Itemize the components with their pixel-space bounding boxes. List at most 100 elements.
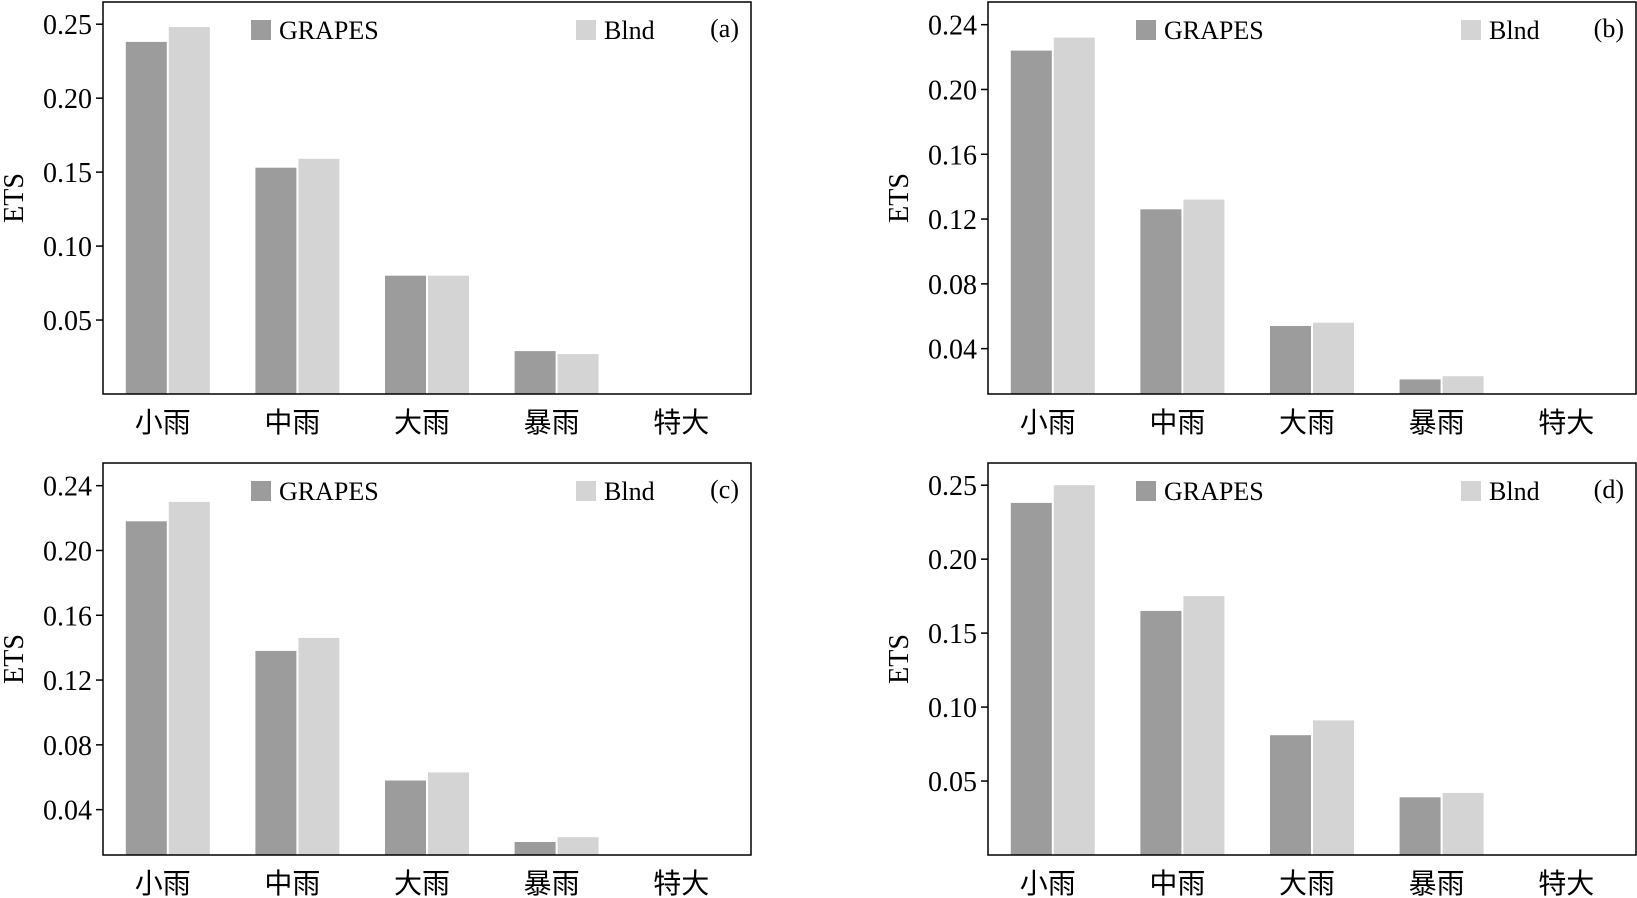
legend-label-grapes: GRAPES — [279, 477, 379, 506]
panel-tag: (c) — [710, 475, 739, 504]
x-category-label: 暴雨 — [1409, 869, 1465, 898]
legend-label-blnd: Blnd — [1489, 477, 1540, 506]
legend-swatch-grapes — [251, 20, 271, 40]
plot-frame — [987, 1, 1637, 395]
legend-swatch-grapes — [1136, 481, 1156, 501]
plot-frame — [987, 462, 1637, 856]
panel-tag: (a) — [710, 14, 739, 43]
legend-label-grapes: GRAPES — [279, 16, 379, 45]
legend-swatch-blnd — [576, 20, 596, 40]
y-tick-label: 0.20 — [928, 545, 977, 576]
x-category-label: 大雨 — [1279, 407, 1335, 439]
y-tick-label: 0.04 — [928, 335, 977, 366]
bar-blnd-3 — [1313, 322, 1354, 394]
bar-blnd-1 — [168, 501, 210, 855]
y-tick-label: 0.25 — [928, 471, 977, 502]
y-tick-label: 0.20 — [43, 536, 92, 567]
bar-blnd-4 — [1442, 376, 1484, 394]
bar-grapes-2 — [255, 650, 297, 855]
bar-blnd-1 — [168, 27, 210, 394]
x-category-label: 大雨 — [394, 868, 450, 898]
x-category-label: 小雨 — [1020, 408, 1076, 439]
x-category-label: 中雨 — [264, 868, 320, 898]
bar-grapes-2 — [1140, 209, 1182, 394]
legend-swatch-blnd — [576, 481, 596, 501]
x-category-label: 特大 — [653, 407, 709, 439]
bar-grapes-3 — [385, 275, 426, 394]
y-tick-label: 0.16 — [43, 601, 92, 632]
x-category-label: 小雨 — [135, 408, 191, 439]
x-category-label: 暴雨 — [524, 408, 580, 439]
bar-blnd-3 — [428, 772, 469, 855]
bar-grapes-1 — [125, 41, 167, 395]
legend-swatch-grapes — [1136, 20, 1156, 40]
y-tick-label: 0.12 — [928, 205, 977, 236]
legend-swatch-blnd — [1461, 481, 1481, 501]
x-category-label: 特大 — [653, 868, 709, 898]
y-tick-label: 0.05 — [928, 767, 977, 798]
x-category-label: 中雨 — [264, 407, 320, 439]
x-category-label: 暴雨 — [1409, 408, 1465, 439]
bar-blnd-3 — [1313, 720, 1354, 855]
x-category-label: 大雨 — [394, 407, 450, 439]
bar-blnd-1 — [1053, 37, 1095, 394]
bar-blnd-2 — [1183, 199, 1225, 394]
y-tick-label: 0.20 — [43, 84, 92, 115]
y-axis-label: ETS — [0, 173, 30, 223]
plot-frame — [102, 1, 752, 395]
bar-grapes-4 — [1399, 379, 1441, 394]
y-tick-label: 0.16 — [928, 140, 977, 171]
x-category-label: 中雨 — [1149, 407, 1205, 439]
legend-swatch-grapes — [251, 481, 271, 501]
bar-blnd-2 — [298, 637, 340, 855]
y-tick-label: 0.10 — [43, 232, 92, 263]
bar-grapes-1 — [1010, 502, 1052, 855]
legend-label-blnd: Blnd — [604, 16, 655, 45]
y-axis-label: ETS — [884, 634, 915, 684]
bar-grapes-4 — [1399, 797, 1441, 855]
bar-grapes-1 — [125, 521, 167, 855]
bar-blnd-1 — [1053, 485, 1095, 855]
bar-grapes-4 — [514, 842, 556, 855]
y-axis-label: ETS — [884, 173, 915, 223]
y-tick-label: 0.20 — [928, 75, 977, 106]
x-category-label: 暴雨 — [524, 869, 580, 898]
x-category-label: 中雨 — [1149, 868, 1205, 898]
y-tick-label: 0.15 — [928, 619, 977, 650]
x-category-label: 特大 — [1538, 868, 1594, 898]
bar-grapes-3 — [385, 780, 426, 855]
y-tick-label: 0.24 — [928, 11, 977, 42]
y-tick-label: 0.05 — [43, 306, 92, 337]
x-category-label: 小雨 — [135, 869, 191, 898]
legend-swatch-blnd — [1461, 20, 1481, 40]
bar-blnd-4 — [557, 837, 599, 855]
chart-panel-4: 0.05 0.10 0.15 0.20 0.25 ETS 小雨 中雨 大雨 暴雨 特大 GRAPES B… — [884, 462, 1637, 898]
bar-grapes-2 — [255, 167, 297, 394]
bar-blnd-4 — [557, 354, 599, 394]
y-axis-label: ETS — [0, 634, 30, 684]
bar-blnd-2 — [1183, 596, 1225, 855]
bar-grapes-1 — [1010, 50, 1052, 394]
legend-label-blnd: Blnd — [604, 477, 655, 506]
panel-tag: (d) — [1594, 475, 1624, 504]
legend-label-grapes: GRAPES — [1164, 477, 1264, 506]
bar-blnd-3 — [428, 275, 469, 394]
legend-label-blnd: Blnd — [1489, 16, 1540, 45]
bar-grapes-3 — [1270, 735, 1311, 855]
y-tick-label: 0.08 — [928, 270, 977, 301]
chart-panel-2: 0.04 0.08 0.12 0.16 0.20 0.24 ETS 小雨 中雨 大雨 暴雨 特大 GRA… — [884, 1, 1637, 439]
y-tick-label: 0.25 — [43, 10, 92, 41]
bar-blnd-4 — [1442, 792, 1484, 855]
bar-grapes-3 — [1270, 326, 1311, 394]
x-category-label: 特大 — [1538, 407, 1594, 439]
y-tick-label: 0.15 — [43, 158, 92, 189]
y-tick-label: 0.12 — [43, 666, 92, 697]
chart-panel-3: 0.04 0.08 0.12 0.16 0.20 0.24 ETS 小雨 中雨 大雨 暴雨 特大 GRA… — [0, 462, 752, 898]
y-tick-label: 0.24 — [43, 472, 92, 503]
bar-grapes-2 — [1140, 610, 1182, 855]
bar-grapes-4 — [514, 351, 556, 394]
y-tick-label: 0.08 — [43, 731, 92, 762]
panel-tag: (b) — [1594, 14, 1624, 43]
y-tick-label: 0.10 — [928, 693, 977, 724]
